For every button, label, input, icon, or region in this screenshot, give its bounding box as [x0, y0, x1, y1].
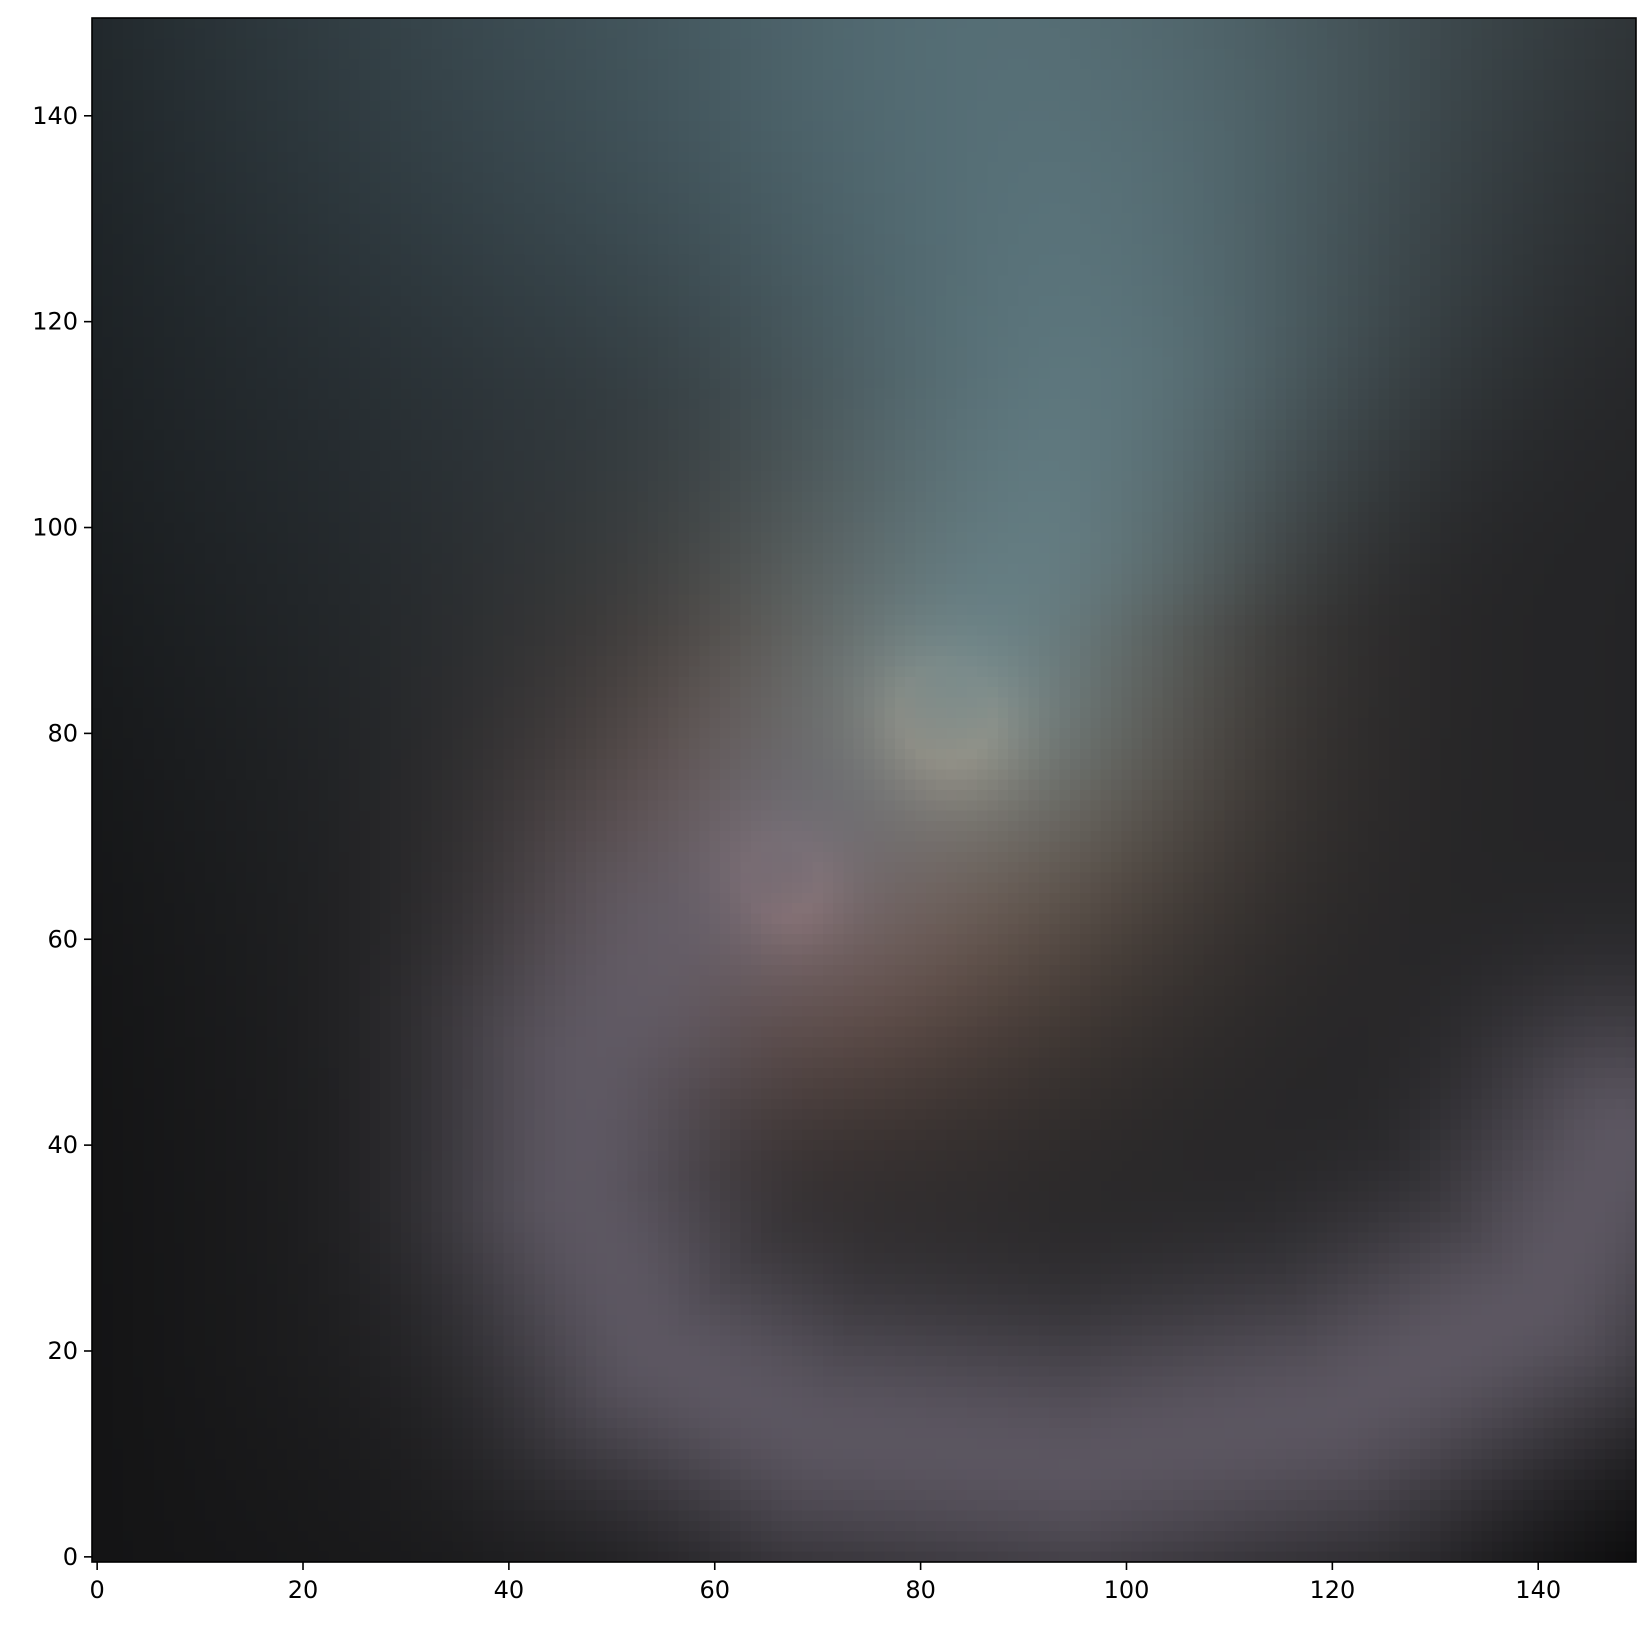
y-tick-label: 60: [47, 925, 78, 953]
y-tick-label: 140: [32, 102, 78, 130]
heatmap-pixels: [92, 18, 1636, 1562]
y-tick-label: 100: [32, 514, 78, 542]
x-tick-label: 120: [1309, 1576, 1355, 1604]
heatmap-image: [92, 18, 1636, 1562]
x-tick-label: 20: [288, 1576, 319, 1604]
x-tick-label: 80: [905, 1576, 936, 1604]
x-tick-label: 0: [90, 1576, 105, 1604]
y-tick-label: 40: [47, 1131, 78, 1159]
x-tick-label: 140: [1515, 1576, 1561, 1604]
axes-frame: [91, 17, 1637, 1563]
x-tick-label: 40: [494, 1576, 525, 1604]
y-tick-label: 80: [47, 719, 78, 747]
x-tick-label: 100: [1104, 1576, 1150, 1604]
y-axis: 0 20 40 60 80 100 120 140: [32, 102, 92, 1571]
x-axis: 0 20 40 60 80 100 120 140: [90, 1562, 1561, 1604]
x-tick-label: 60: [699, 1576, 730, 1604]
y-tick-label: 120: [32, 308, 78, 336]
y-tick-label: 20: [47, 1337, 78, 1365]
y-tick-label: 0: [63, 1543, 78, 1571]
